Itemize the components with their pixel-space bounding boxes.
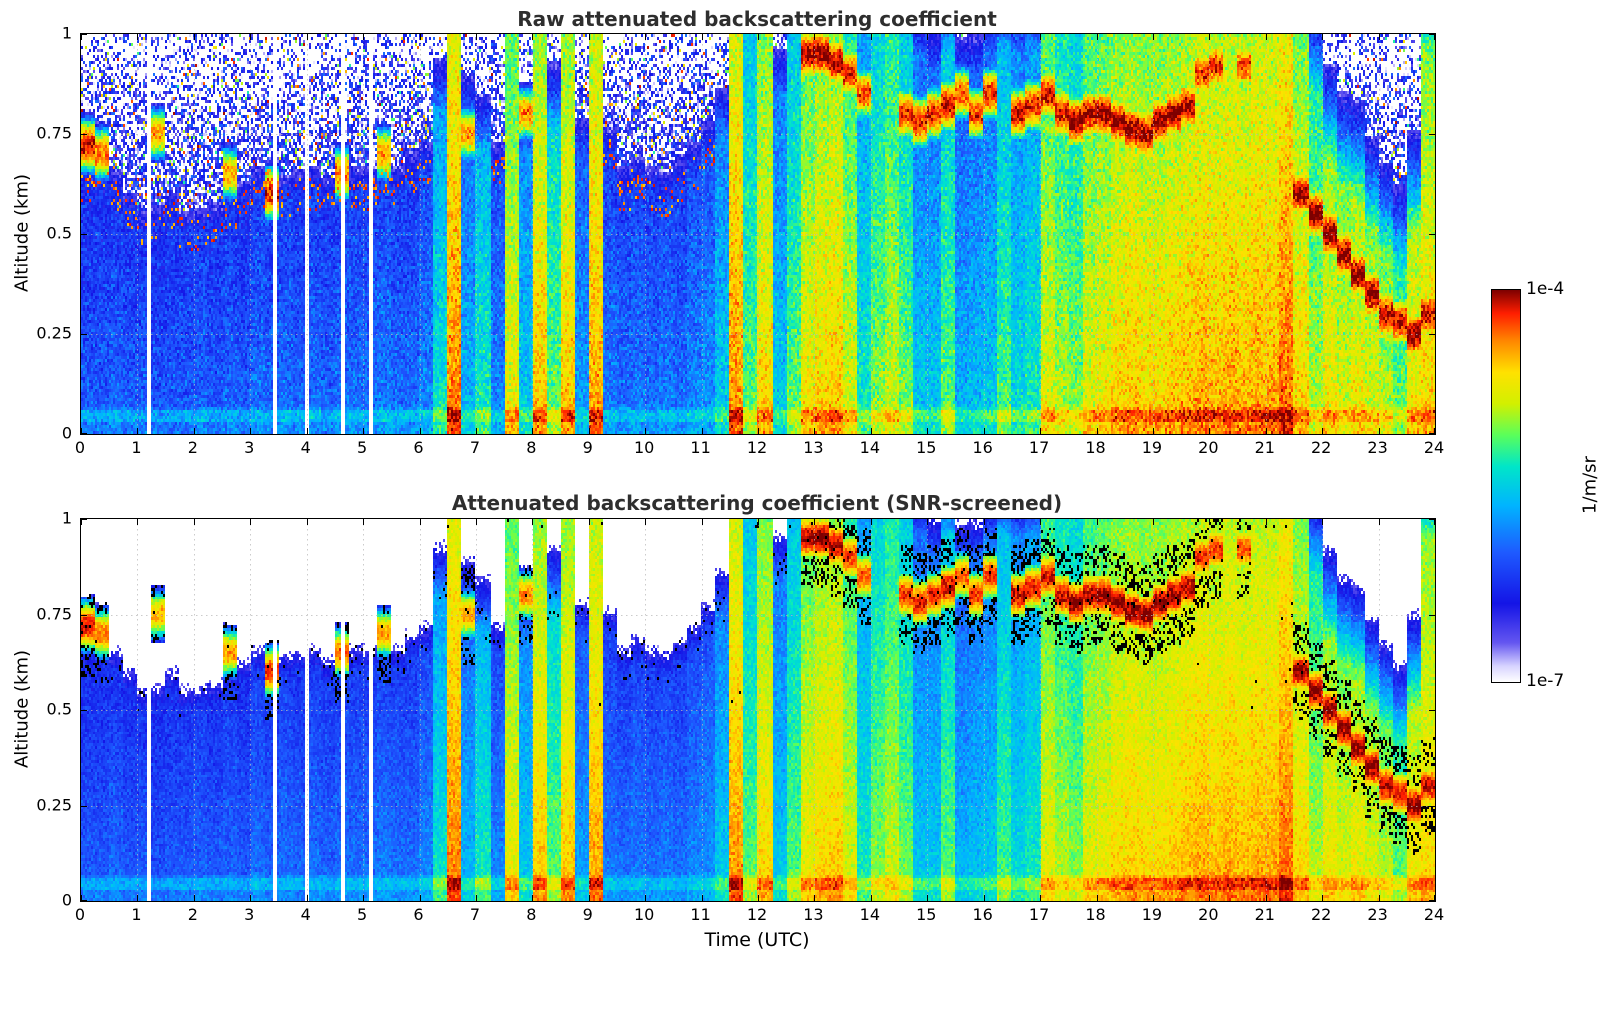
x-axis-label: Time (UTC) <box>704 929 810 951</box>
x-tick-label: 2 <box>187 438 198 457</box>
x-tick-label: 11 <box>690 905 711 924</box>
x-tick-label: 12 <box>746 438 768 457</box>
y-tick-label: 0.25 <box>36 795 72 814</box>
x-tick-label: 24 <box>1423 438 1445 457</box>
x-tick-label: 18 <box>1085 438 1106 457</box>
panel-raw-title: Raw attenuated backscattering coefficien… <box>517 7 997 31</box>
x-tick-label: 14 <box>859 905 881 924</box>
x-tick-label: 16 <box>972 438 993 457</box>
x-tick-label: 3 <box>244 905 255 924</box>
colorbar <box>1491 289 1521 683</box>
x-tick-label: 9 <box>582 438 593 457</box>
x-tick-label: 10 <box>633 438 655 457</box>
x-tick-label: 23 <box>1367 438 1388 457</box>
x-tick-label: 24 <box>1423 905 1445 924</box>
x-tick-label: 6 <box>413 905 424 924</box>
y-axis-label-screened: Altitude (km) <box>11 649 33 769</box>
x-tick-label: 0 <box>74 905 86 924</box>
heatmap-canvas-raw <box>81 34 1435 434</box>
x-tick-label: 13 <box>803 438 824 457</box>
x-tick-label: 15 <box>916 438 937 457</box>
x-tick-label: 0 <box>74 438 86 457</box>
x-tick-label: 20 <box>1198 905 1219 924</box>
y-tick-label: 0 <box>61 423 72 443</box>
y-axis-label-raw: Altitude (km) <box>11 173 33 293</box>
x-tick-label: 19 <box>1141 905 1163 924</box>
x-tick-label: 21 <box>1254 905 1275 924</box>
x-tick-label: 6 <box>413 438 424 457</box>
x-tick-label: 3 <box>244 438 255 457</box>
x-tick-label: 17 <box>1028 905 1050 924</box>
colorbar-max-label: 1e-4 <box>1526 279 1565 299</box>
y-tick-label: 0 <box>61 890 72 910</box>
panel-screened-title: Attenuated backscattering coefficient (S… <box>451 491 1063 515</box>
x-tick-label: 2 <box>187 905 198 924</box>
x-tick-label: 4 <box>300 438 311 457</box>
x-tick-label: 13 <box>803 905 824 924</box>
y-tick-label: 1 <box>61 508 72 528</box>
x-tick-label: 1 <box>131 438 142 457</box>
x-tick-label: 4 <box>300 905 311 924</box>
x-tick-label: 15 <box>916 905 937 924</box>
y-tick-label: 1 <box>61 23 72 43</box>
y-tick-label: 0.75 <box>36 123 72 143</box>
panel-raw-plot <box>80 33 1436 435</box>
colorbar-min-label: 1e-7 <box>1526 671 1565 691</box>
colorbar-unit-label: 1/m/sr <box>1579 456 1601 514</box>
colorbar-gradient <box>1492 290 1520 682</box>
x-tick-label: 16 <box>972 905 993 924</box>
x-tick-label: 20 <box>1198 438 1219 457</box>
y-tick-label: 0.5 <box>46 223 72 243</box>
x-tick-label: 11 <box>690 438 711 457</box>
x-tick-label: 18 <box>1085 905 1106 924</box>
x-tick-label: 7 <box>469 905 480 924</box>
y-tick-label: 0.75 <box>36 604 72 623</box>
x-tick-label: 5 <box>356 905 368 924</box>
x-tick-label: 8 <box>526 905 537 924</box>
x-tick-label: 12 <box>746 905 768 924</box>
x-tick-label: 17 <box>1028 438 1050 457</box>
y-tick-label: 0.5 <box>46 699 72 719</box>
x-tick-label: 9 <box>582 905 593 924</box>
heatmap-canvas-screened <box>81 519 1435 901</box>
x-tick-label: 1 <box>131 905 142 924</box>
x-tick-label: 22 <box>1310 438 1332 457</box>
x-tick-label: 7 <box>469 438 480 457</box>
x-tick-label: 8 <box>526 438 537 457</box>
y-tick-label: 0.25 <box>36 323 72 343</box>
panel-screened-plot <box>80 518 1436 902</box>
x-tick-label: 21 <box>1254 438 1275 457</box>
x-tick-label: 14 <box>859 438 881 457</box>
x-tick-label: 19 <box>1141 438 1163 457</box>
x-tick-label: 23 <box>1367 905 1388 924</box>
x-tick-label: 10 <box>633 905 655 924</box>
x-tick-label: 22 <box>1310 905 1332 924</box>
x-tick-label: 5 <box>356 438 368 457</box>
